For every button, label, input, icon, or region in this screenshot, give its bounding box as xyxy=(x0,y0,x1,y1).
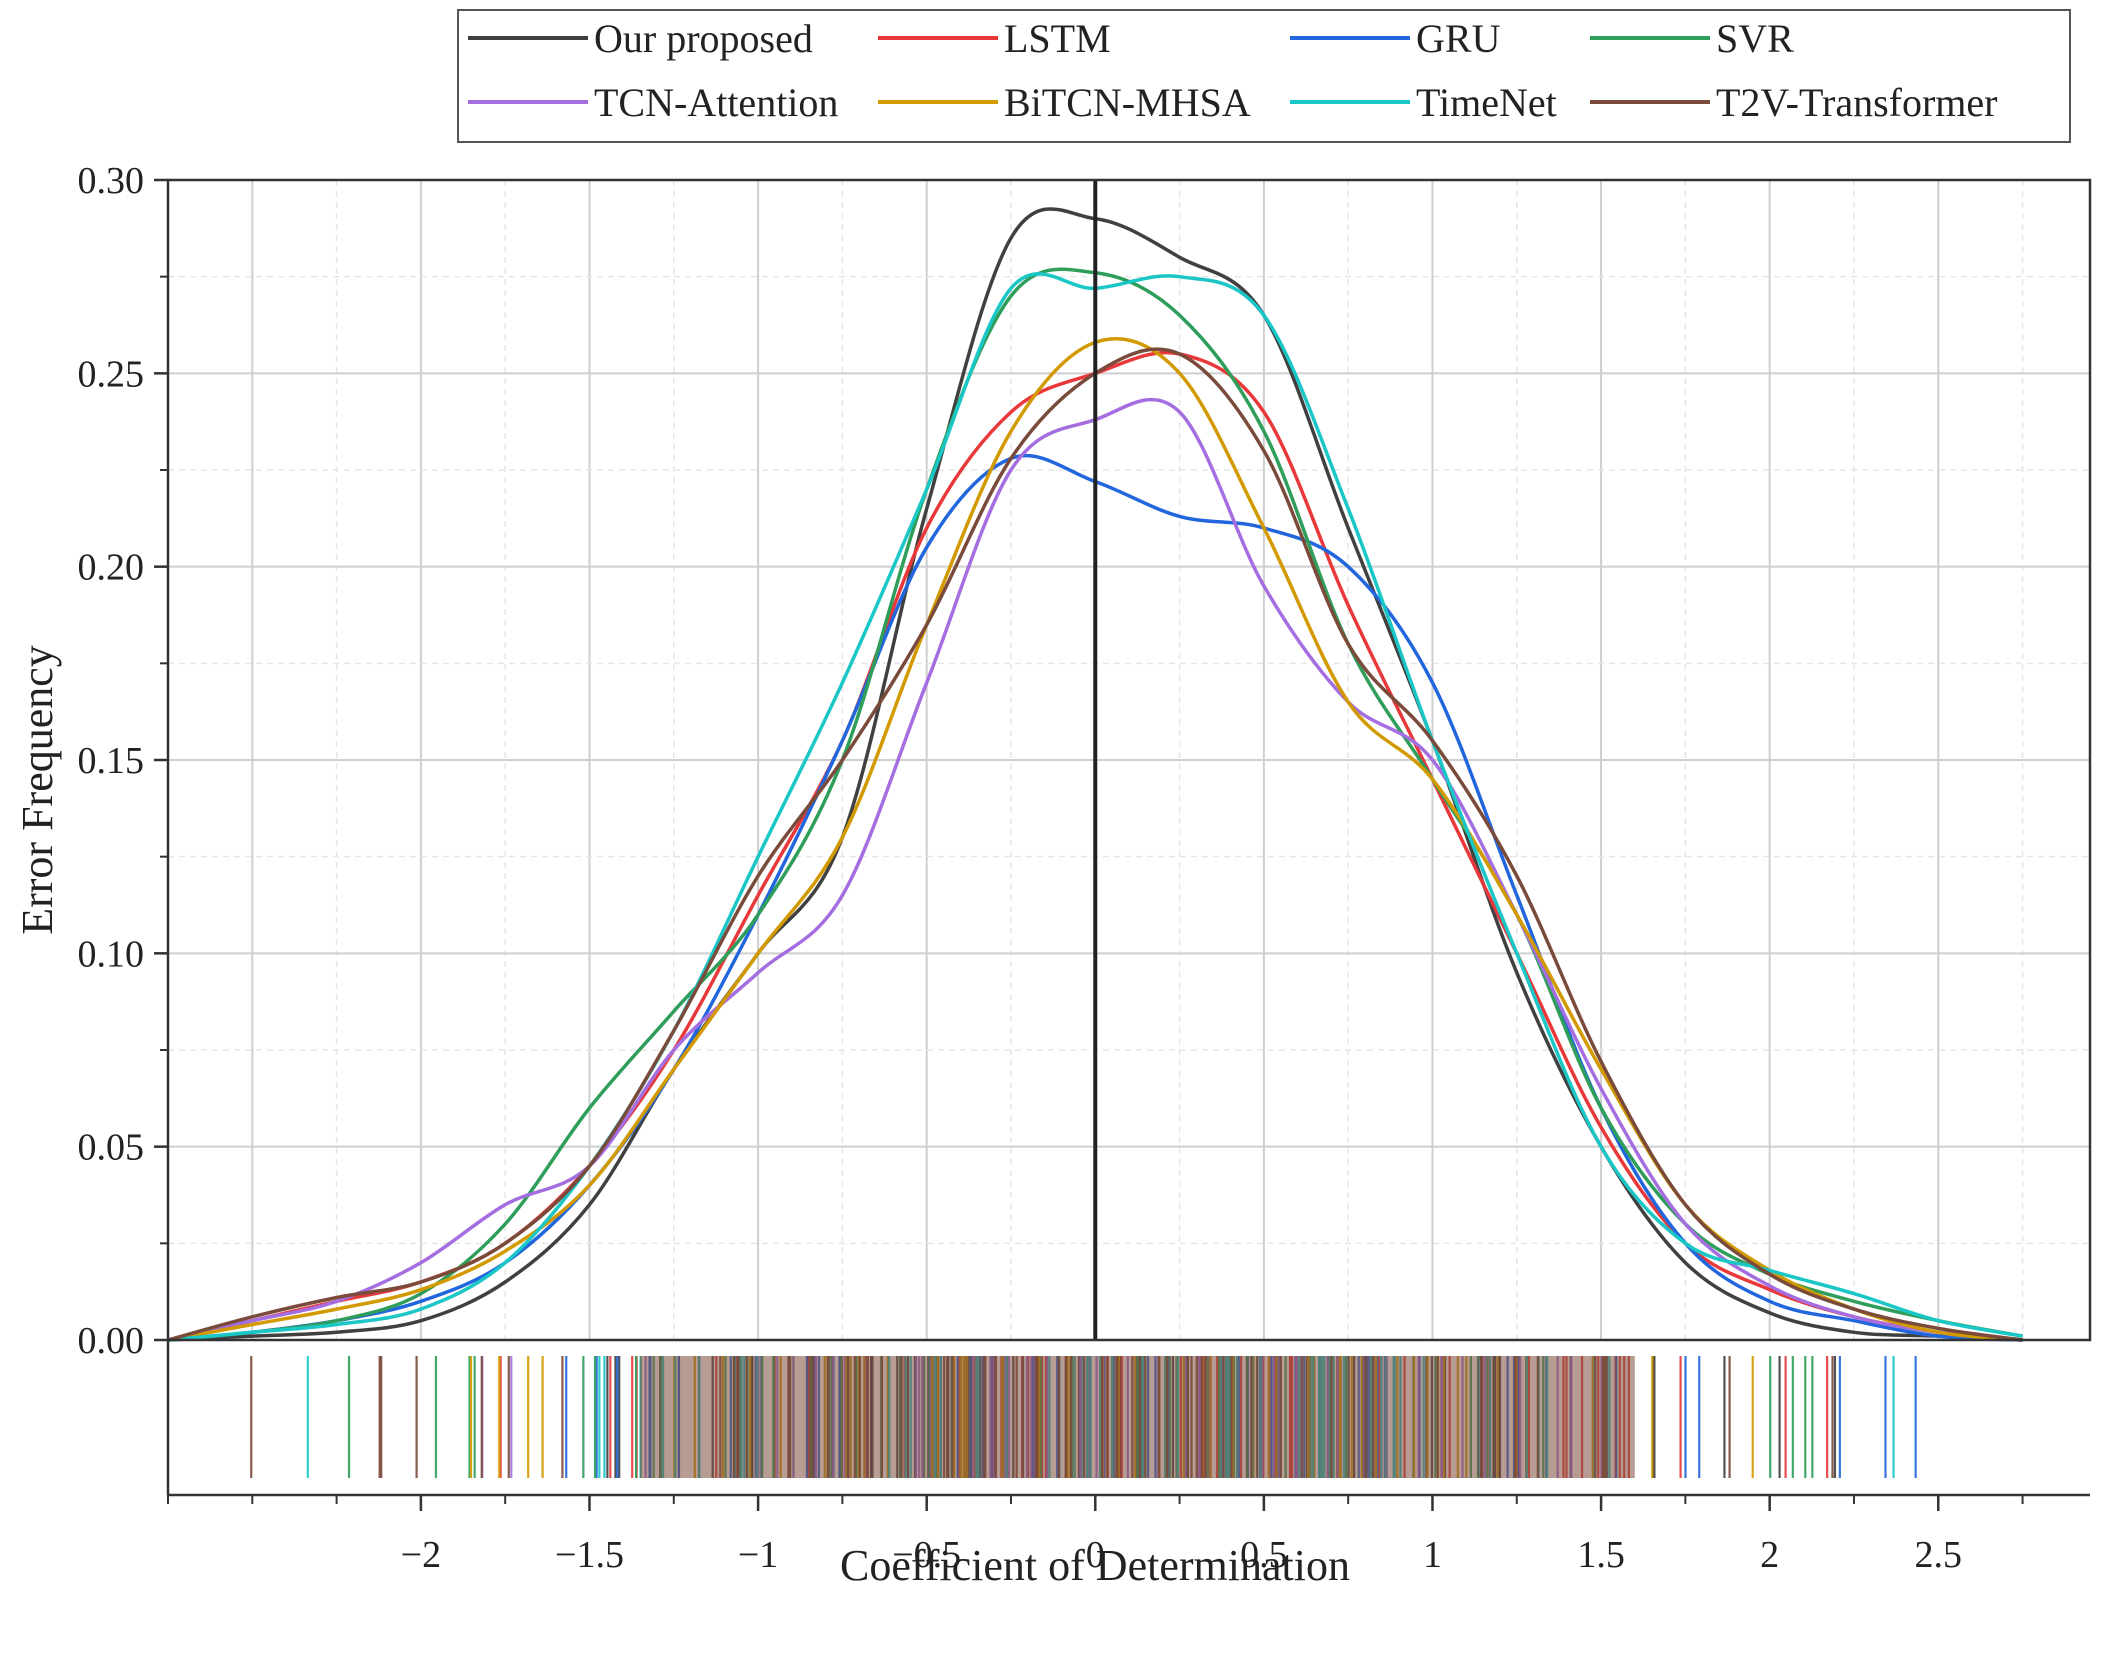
y-tick-label: 0.05 xyxy=(78,1127,145,1169)
y-tick-label: 0.25 xyxy=(78,353,145,395)
y-tick-label: 0.10 xyxy=(78,933,145,975)
grid xyxy=(167,180,2090,1340)
legend-label: BiTCN-MHSA xyxy=(1004,80,1251,125)
x-axis-title: Coefficient of Determination xyxy=(840,1541,1350,1590)
x-tick-label: 0 xyxy=(1086,1534,1105,1576)
legend-label: GRU xyxy=(1416,16,1501,61)
tick-labels: −2 −1.5 −1 −0.5 0 0.5 1 1.5 2 2.5 0.00 0.05 0.10 0.15… xyxy=(78,160,1963,1576)
legend-label: TimeNet xyxy=(1416,80,1557,125)
x-tick-label: −2 xyxy=(401,1534,441,1576)
x-tick-label: 2.5 xyxy=(1915,1534,1963,1576)
y-axis-title: Error Frequency xyxy=(13,645,62,935)
legend-label: LSTM xyxy=(1004,16,1111,61)
legend-label: SVR xyxy=(1716,16,1794,61)
x-tick-label: −1 xyxy=(738,1534,778,1576)
legend-box xyxy=(457,9,2071,143)
y-tick-label: 0.30 xyxy=(78,160,145,202)
legend-label: T2V-Transformer xyxy=(1716,80,1997,125)
rug-plot xyxy=(250,1356,1917,1478)
rug-dense-region xyxy=(640,1356,1635,1478)
legend-label: Our proposed xyxy=(594,16,813,61)
x-tick-label: 0.5 xyxy=(1240,1534,1288,1576)
y-tick-label: 0.15 xyxy=(78,740,145,782)
legend: Our proposed LSTM GRU SVR TCN-Attention BiTCN… xyxy=(457,9,2071,143)
axes xyxy=(154,178,2092,1511)
x-tick-label: 2 xyxy=(1760,1534,1779,1576)
legend-label: TCN-Attention xyxy=(594,80,838,125)
x-tick-label: −1.5 xyxy=(555,1534,624,1576)
x-tick-label: 1.5 xyxy=(1577,1534,1625,1576)
y-tick-label: 0.20 xyxy=(78,547,145,589)
x-tick-label: −0.5 xyxy=(892,1534,961,1576)
y-tick-label: 0.00 xyxy=(78,1320,145,1362)
x-tick-label: 1 xyxy=(1423,1534,1442,1576)
